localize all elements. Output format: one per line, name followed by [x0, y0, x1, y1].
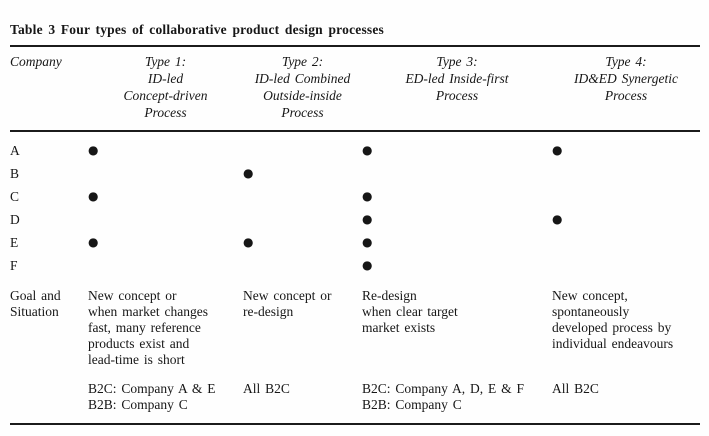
company-label: D [10, 212, 20, 227]
company-label: F [10, 258, 18, 273]
segment-cell-type2: All B2C [243, 381, 290, 396]
marker-cell-c-type3: ● [362, 189, 373, 203]
goal-cell-type4: New concept, spontaneously developed pro… [552, 288, 674, 351]
company-label: B [10, 166, 20, 181]
marker-cell-e-type1: ● [88, 235, 99, 249]
table-body: A ● ● ● B ● C ● ● [10, 131, 700, 424]
table-caption: Table 3 Four types of collaborative prod… [10, 22, 385, 37]
marker-cell-f-type1 [88, 254, 243, 277]
marker-cell-e-type2: ● [243, 235, 254, 249]
marker-cell-b-type1 [88, 162, 243, 185]
table-row-company-c: C ● ● [10, 185, 700, 208]
company-label: C [10, 189, 20, 204]
marker-cell-a-type4: ● [552, 143, 563, 157]
table-row-goal-and-situation: Goal and Situation New concept or when m… [10, 277, 700, 368]
goal-cell-type1: New concept or when market changes fast,… [88, 288, 208, 367]
segment-cell-type1: B2C: Company A & E B2B: Company C [88, 381, 216, 412]
table-row-company-d: D ● ● [10, 208, 700, 231]
marker-cell-b-type4 [552, 162, 700, 185]
table-row-company-e: E ● ● ● [10, 231, 700, 254]
marker-cell-f-type3: ● [362, 258, 373, 272]
header-row: Company Type 1: ID-led Concept-driven Pr… [10, 46, 700, 132]
segment-cell-type3: B2C: Company A, D, E & F B2B: Company C [362, 381, 525, 412]
segment-cell-type4: All B2C [552, 381, 599, 396]
marker-cell-c-type1: ● [88, 189, 99, 203]
marker-cell-e-type4 [552, 231, 700, 254]
marker-cell-e-type3: ● [362, 235, 373, 249]
table-row-company-b: B ● [10, 162, 700, 185]
column-header-type2: Type 2: ID-led Combined Outside-inside P… [243, 46, 362, 132]
segment-row-label [10, 368, 88, 424]
company-label: E [10, 235, 19, 250]
column-header-type4: Type 4: ID&ED Synergetic Process [552, 46, 700, 132]
marker-cell-c-type4 [552, 185, 700, 208]
marker-cell-c-type2 [243, 185, 362, 208]
marker-cell-b-type2: ● [243, 166, 254, 180]
marker-cell-f-type4 [552, 254, 700, 277]
table-row-company-f: F ● [10, 254, 700, 277]
table-row-company-a: A ● ● ● [10, 131, 700, 162]
marker-cell-d-type2 [243, 208, 362, 231]
column-header-type1: Type 1: ID-led Concept-driven Process [88, 46, 243, 132]
company-label: A [10, 143, 20, 158]
marker-cell-b-type3 [362, 162, 552, 185]
collaborative-design-process-table: Company Type 1: ID-led Concept-driven Pr… [10, 45, 700, 425]
goal-row-label: Goal and Situation [10, 288, 61, 319]
column-header-company: Company [10, 46, 88, 132]
table-header: Company Type 1: ID-led Concept-driven Pr… [10, 46, 700, 132]
marker-cell-a-type1: ● [88, 143, 99, 157]
marker-cell-a-type3: ● [362, 143, 373, 157]
goal-cell-type2: New concept or re-design [243, 288, 332, 319]
marker-cell-d-type3: ● [362, 212, 373, 226]
table-figure: Table 3 Four types of collaborative prod… [10, 22, 700, 425]
marker-cell-d-type4: ● [552, 212, 563, 226]
marker-cell-f-type2 [243, 254, 362, 277]
marker-cell-a-type2 [243, 131, 362, 162]
column-header-type3: Type 3: ED-led Inside-first Process [362, 46, 552, 132]
goal-cell-type3: Re-design when clear target market exist… [362, 288, 458, 335]
marker-cell-d-type1 [88, 208, 243, 231]
table-row-market-segment: B2C: Company A & E B2B: Company C All B2… [10, 368, 700, 424]
